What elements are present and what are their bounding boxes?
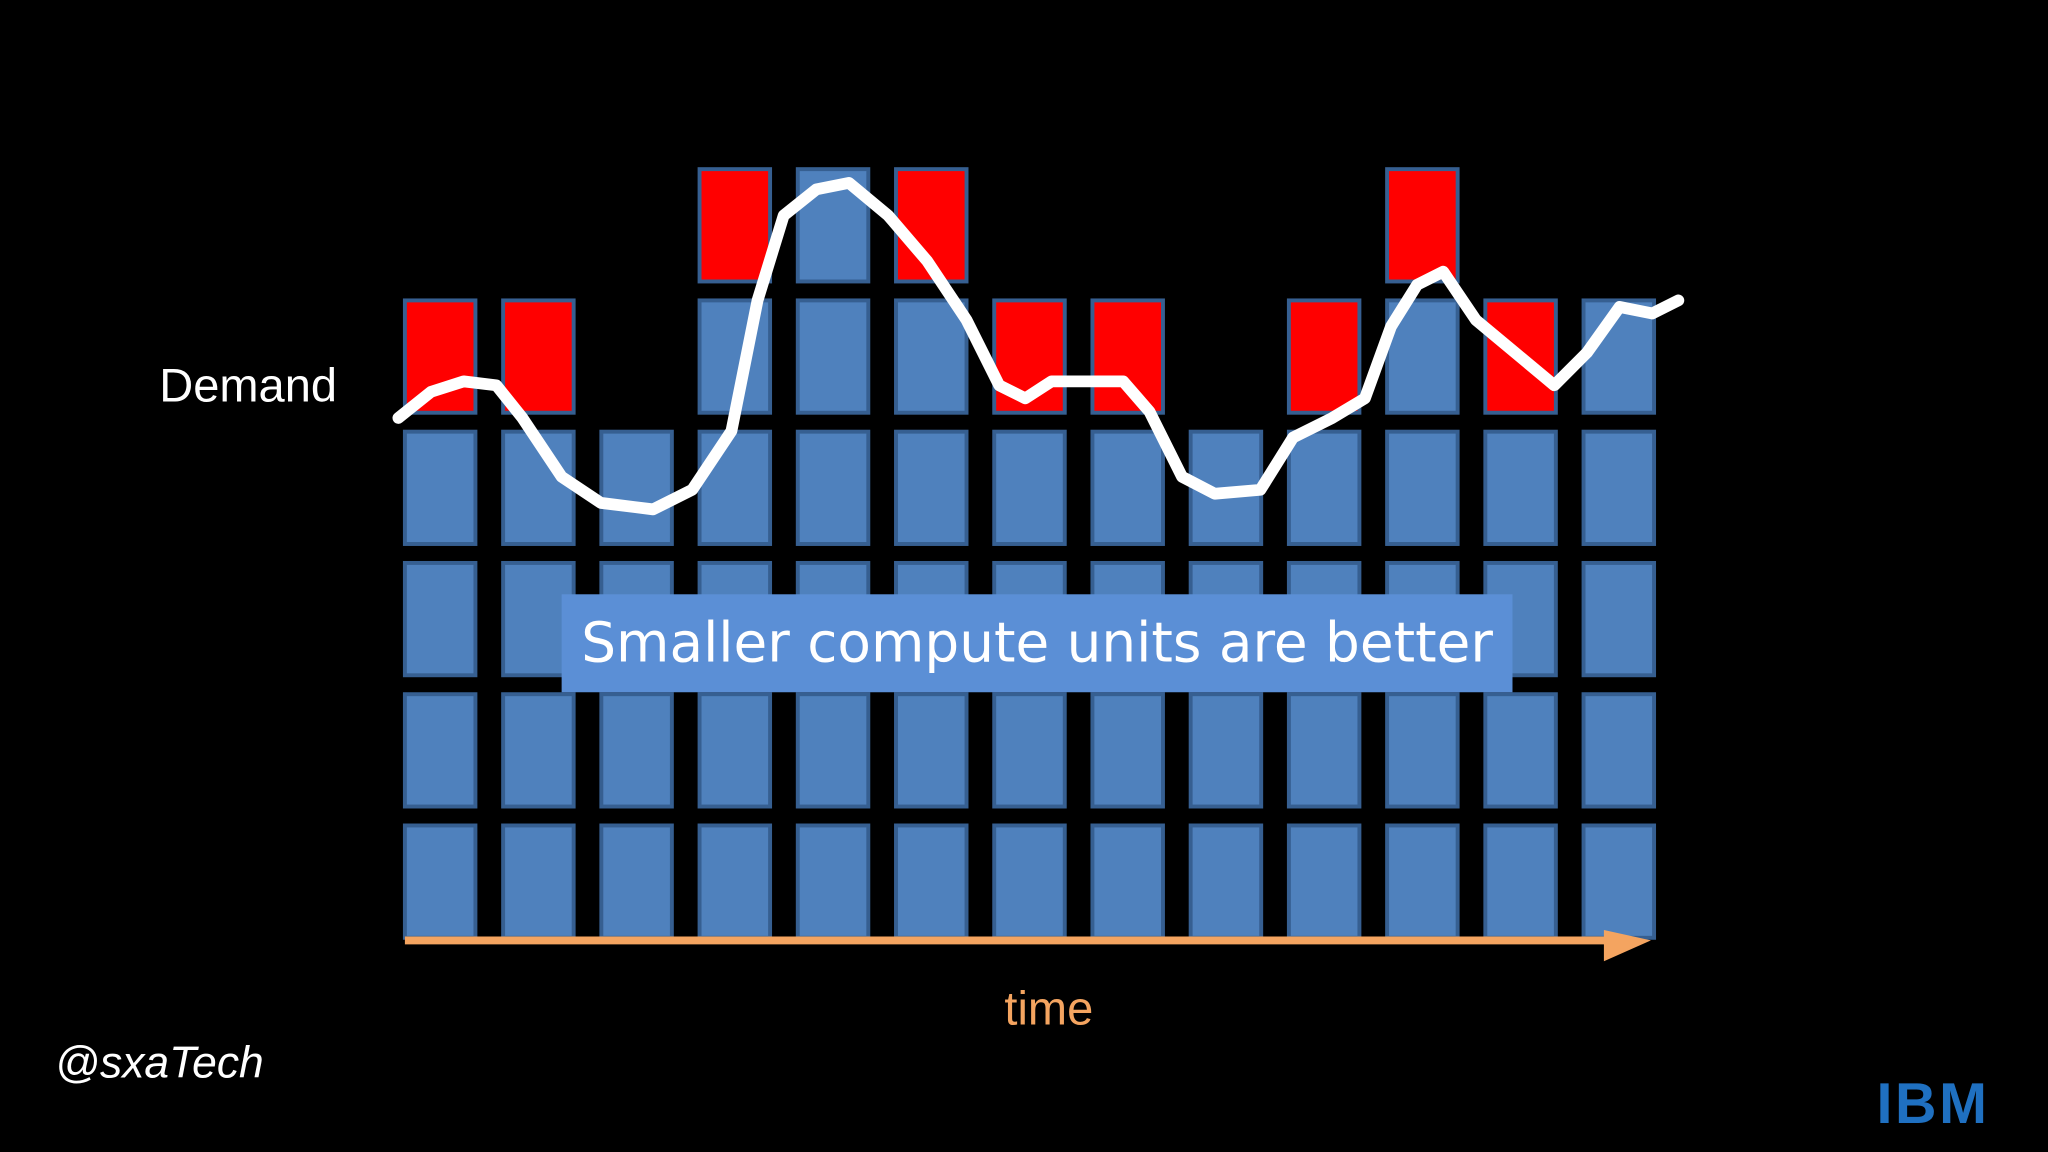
blue-unit [697,429,773,546]
blue-unit [402,429,478,546]
blue-unit [992,692,1067,809]
handle: @sxaTech [55,1039,264,1088]
blue-unit [1286,429,1362,546]
blue-unit [402,692,478,809]
logo: IBM [1876,1072,1989,1136]
blue-unit [894,692,969,809]
time-arrow [1603,929,1651,962]
banner-text: Smaller compute units are better [581,611,1493,675]
blue-unit [992,429,1067,546]
blue-unit [1188,823,1264,940]
blue-unit [1483,692,1558,809]
demand-curve [392,176,1685,516]
blue-unit [599,692,674,809]
blue-unit [894,429,969,546]
red-unit [1286,298,1362,415]
blue-unit [1385,823,1460,940]
blue-unit [402,823,478,940]
blue-unit [1090,823,1165,940]
blue-unit [1581,692,1657,809]
red-unit [501,298,576,415]
blue-unit [1286,823,1362,940]
blue-unit [1090,429,1165,546]
blue-unit [599,429,674,546]
blue-unit [1483,823,1558,940]
blue-unit [599,823,674,940]
blue-unit [402,560,478,678]
blue-unit [795,692,871,809]
banner-box [561,594,1513,693]
blue-unit [795,429,871,546]
red-unit [1385,167,1460,284]
blue-unit [1286,692,1362,809]
blue-unit [1385,429,1460,546]
axis-label: time [1004,982,1093,1035]
blue-unit [1581,298,1657,415]
blue-unit [1188,692,1264,809]
blue-unit [1581,823,1657,940]
blue-unit [992,823,1067,940]
red-unit [1483,298,1558,415]
blue-unit [501,823,576,940]
blue-unit [1090,692,1165,809]
blue-unit [697,692,773,809]
red-unit [697,167,773,284]
blue-unit [1385,692,1460,809]
red-unit [1090,298,1165,415]
blue-unit [795,298,871,415]
blue-unit [1581,429,1657,546]
blue-unit [1581,560,1657,678]
compute-units [402,167,1657,940]
demand-label: Demand [159,359,337,412]
red-unit [402,298,478,415]
blue-unit [1483,429,1558,546]
blue-unit [894,298,969,415]
blue-unit [501,692,576,809]
blue-unit [894,823,969,940]
blue-unit [795,823,871,940]
blue-unit [697,823,773,940]
